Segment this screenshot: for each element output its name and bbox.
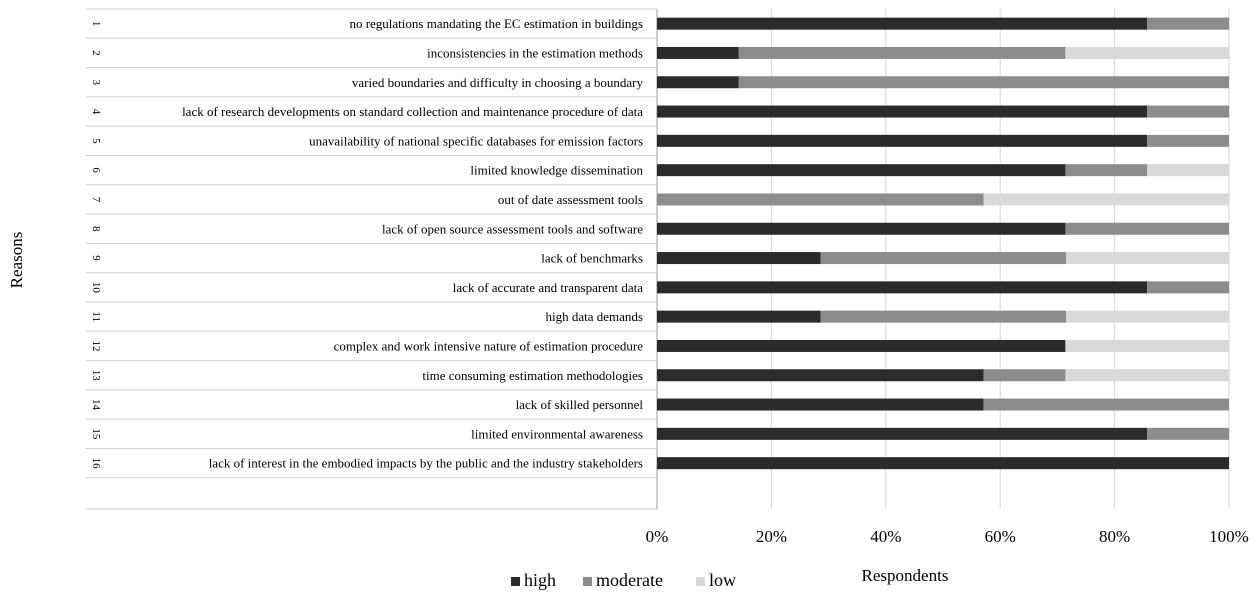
category-number: 15 [90, 428, 102, 440]
bar-moderate-11 [820, 310, 1066, 323]
bar-high-16 [657, 457, 1229, 470]
category-number: 5 [90, 138, 102, 144]
category-label: high data demands [546, 309, 643, 324]
bar-moderate-15 [1147, 427, 1229, 440]
bar-high-9 [657, 252, 821, 265]
category-label: lack of research developments on standar… [182, 104, 643, 119]
bar-high-13 [657, 369, 984, 382]
bar-high-14 [657, 398, 984, 411]
x-tick-label: 40% [870, 527, 901, 546]
category-number: 1 [90, 21, 102, 27]
bar-high-4 [657, 105, 1148, 118]
bar-moderate-1 [1147, 17, 1229, 30]
x-tick-label: 20% [756, 527, 787, 546]
category-label: no regulations mandating the EC estimati… [349, 16, 643, 31]
category-number: 13 [90, 370, 102, 382]
bar-moderate-3 [738, 76, 1229, 89]
x-tick-label: 0% [646, 527, 669, 546]
x-tick-label: 80% [1099, 527, 1130, 546]
category-label: varied boundaries and difficulty in choo… [352, 75, 644, 90]
category-labels: no regulations mandating the EC estimati… [182, 16, 644, 471]
category-label: lack of accurate and transparent data [453, 280, 643, 295]
y-axis-title: Reasons [7, 232, 26, 289]
category-label: lack of interest in the embodied impacts… [209, 456, 643, 471]
category-label: limited knowledge dissemination [470, 163, 643, 178]
bars [657, 17, 1230, 470]
bar-moderate-9 [820, 252, 1066, 265]
x-tick-labels: 0% 20% 40% 60% 80% 100% [646, 527, 1249, 546]
bar-moderate-2 [738, 46, 1066, 59]
bar-moderate-5 [1147, 134, 1229, 147]
bar-moderate-4 [1147, 105, 1229, 118]
bar-low-2 [1065, 46, 1229, 59]
x-tick-label: 100% [1209, 527, 1249, 546]
category-number: 2 [90, 50, 102, 56]
bar-low-11 [1065, 310, 1230, 323]
category-label: out of date assessment tools [498, 192, 643, 207]
bar-high-11 [657, 310, 821, 323]
x-axis-title: Respondents [862, 566, 949, 585]
bar-low-7 [983, 193, 1229, 206]
category-label: limited environmental awareness [471, 426, 643, 441]
bar-high-6 [657, 164, 1066, 177]
bar-high-10 [657, 281, 1148, 294]
category-number: 14 [90, 399, 102, 411]
bar-moderate-7 [657, 193, 984, 206]
bar-moderate-10 [1147, 281, 1229, 294]
category-number: 12 [90, 340, 102, 351]
category-number: 9 [90, 255, 102, 261]
category-number: 6 [90, 167, 102, 173]
bar-moderate-6 [1065, 164, 1148, 177]
category-label: lack of benchmarks [541, 251, 643, 266]
category-label: time consuming estimation methodologies [422, 368, 643, 383]
bar-low-12 [1065, 339, 1229, 352]
legend: high moderate low [511, 570, 736, 590]
bar-high-15 [657, 427, 1148, 440]
legend-label-moderate: moderate [596, 570, 663, 590]
bar-high-8 [657, 222, 1066, 235]
category-number: 3 [90, 80, 102, 86]
legend-swatch-high [511, 577, 520, 586]
bar-moderate-13 [983, 369, 1066, 382]
category-number: 11 [90, 311, 102, 322]
bar-moderate-14 [983, 398, 1229, 411]
bar-moderate-8 [1065, 222, 1229, 235]
category-label: lack of open source assessment tools and… [382, 221, 643, 236]
legend-swatch-moderate [583, 577, 592, 586]
category-label: inconsistencies in the estimation method… [427, 45, 643, 60]
category-label: unavailability of national specific data… [309, 133, 643, 148]
category-number: 16 [90, 458, 102, 470]
bar-high-2 [657, 46, 739, 59]
bar-low-9 [1065, 252, 1230, 265]
legend-label-high: high [524, 570, 556, 590]
bar-high-3 [657, 76, 739, 89]
category-number: 4 [90, 109, 102, 115]
bar-low-13 [1065, 369, 1229, 382]
category-number: 7 [90, 197, 102, 203]
category-table-lines [86, 8, 658, 510]
category-number: 10 [90, 282, 102, 294]
category-label: complex and work intensive nature of est… [334, 338, 644, 353]
legend-swatch-low [696, 577, 705, 586]
bar-high-12 [657, 339, 1066, 352]
bar-high-1 [657, 17, 1148, 30]
x-tick-label: 60% [985, 527, 1016, 546]
bar-high-5 [657, 134, 1148, 147]
category-label: lack of skilled personnel [516, 397, 644, 412]
bar-low-6 [1147, 164, 1229, 177]
legend-label-low: low [709, 570, 736, 590]
category-number: 8 [90, 226, 102, 232]
